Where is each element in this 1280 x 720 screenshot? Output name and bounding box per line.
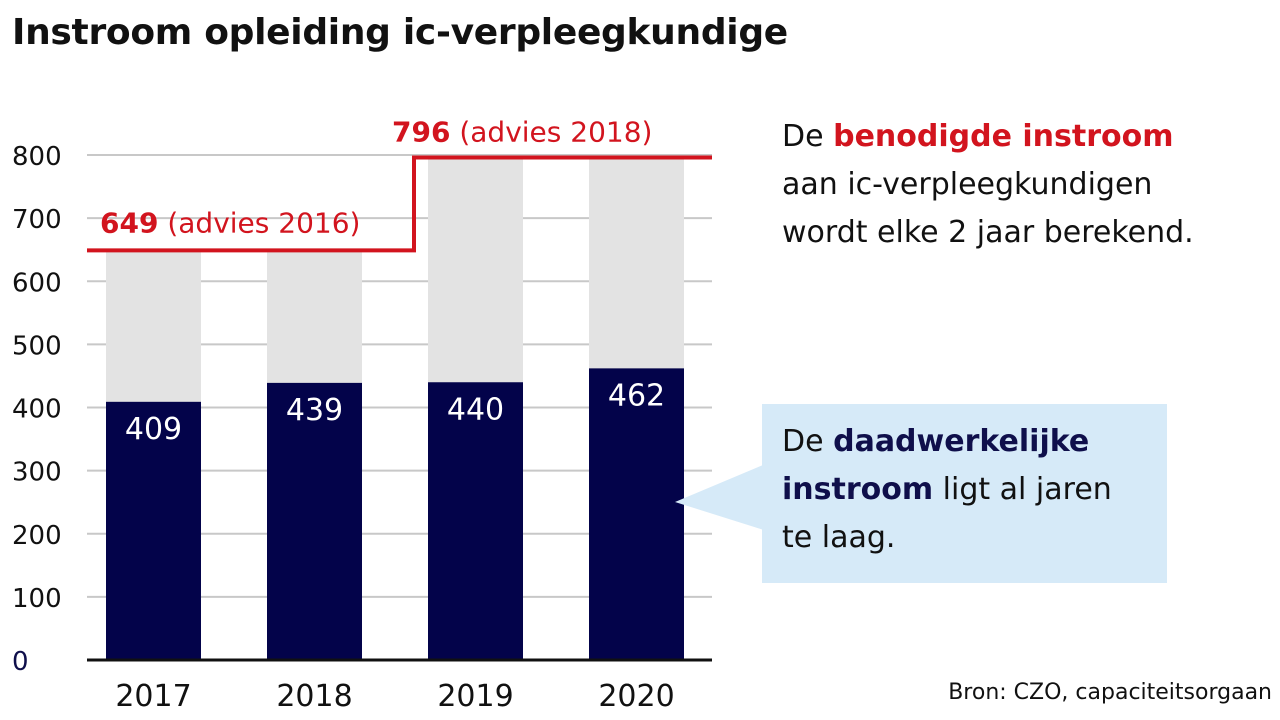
y-tick-label: 200 bbox=[12, 521, 62, 551]
x-tick-label: 2017 bbox=[115, 679, 191, 714]
actual-bar bbox=[428, 382, 523, 660]
note-required-line-2: aan ic-verpleegkundigen bbox=[782, 167, 1153, 202]
note-required-line-1: De benodigde instroom bbox=[782, 113, 1194, 161]
advice-source: (advies 2016) bbox=[158, 206, 360, 239]
note-highlight-actual: daadwerkelijke bbox=[833, 424, 1090, 459]
x-tick-label: 2019 bbox=[437, 679, 513, 714]
advice-value: 649 bbox=[100, 206, 158, 239]
page-title: Instroom opleiding ic-verpleegkundige bbox=[12, 12, 788, 53]
note-required-line-3: wordt elke 2 jaar berekend. bbox=[782, 215, 1194, 250]
bar-value-label: 440 bbox=[447, 392, 504, 427]
advice-label: 649 (advies 2016) bbox=[100, 206, 360, 239]
note-actual-line-2: instroom ligt al jaren bbox=[782, 466, 1112, 514]
advice-step-line bbox=[87, 155, 712, 253]
note-text: De bbox=[782, 119, 834, 154]
actual-bar bbox=[589, 368, 684, 660]
bar-chart: 649 (advies 2016) 796 (advies 2018) 409 43… bbox=[12, 116, 712, 714]
bars bbox=[106, 157, 684, 660]
note-text: De bbox=[782, 424, 834, 459]
y-tick-label: 600 bbox=[12, 268, 62, 298]
note-actual-line-3: te laag. bbox=[782, 520, 896, 555]
axis-ticks: 0 100 200 300 400 500 600 700 800 2017 2018 2019 202… bbox=[12, 142, 712, 714]
note-highlight-instroom: instroom bbox=[782, 472, 934, 507]
note-actual-line-1: De daadwerkelijke bbox=[782, 418, 1112, 466]
x-tick-label: 2020 bbox=[598, 679, 674, 714]
actual-bar bbox=[106, 401, 201, 660]
x-tick-label: 2018 bbox=[276, 679, 352, 714]
y-tick-label: 300 bbox=[12, 458, 62, 488]
bar-value-label: 409 bbox=[125, 412, 182, 447]
y-tick-label: 400 bbox=[12, 395, 62, 425]
bar-value-label: 439 bbox=[286, 393, 343, 428]
callout-box bbox=[762, 404, 1167, 583]
y-tick-label: 0 bbox=[12, 647, 29, 677]
note-actual-inflow: De daadwerkelijke instroom ligt al jaren… bbox=[782, 418, 1112, 562]
advice-value: 796 bbox=[392, 116, 450, 149]
y-tick-label: 700 bbox=[12, 205, 62, 235]
advice-label: 796 (advies 2018) bbox=[392, 116, 652, 149]
advice-source: (advies 2018) bbox=[450, 116, 652, 149]
y-tick-label: 500 bbox=[12, 331, 62, 361]
y-tick-label: 100 bbox=[12, 584, 62, 614]
callout-pointer bbox=[675, 462, 770, 532]
actual-bar bbox=[267, 382, 362, 660]
source-credit: Bron: CZO, capaciteitsorgaan bbox=[948, 680, 1272, 705]
note-highlight-required: benodigde instroom bbox=[833, 119, 1174, 154]
advice-line-group: 649 (advies 2016) 796 (advies 2018) bbox=[87, 116, 712, 253]
y-tick-label: 800 bbox=[12, 142, 62, 172]
data-labels: 409 439 440 462 bbox=[125, 378, 665, 446]
bar-value-label: 462 bbox=[608, 378, 665, 413]
note-required-inflow: De benodigde instroom aan ic-verpleegkun… bbox=[782, 113, 1194, 257]
note-text: ligt al jaren bbox=[933, 472, 1112, 507]
